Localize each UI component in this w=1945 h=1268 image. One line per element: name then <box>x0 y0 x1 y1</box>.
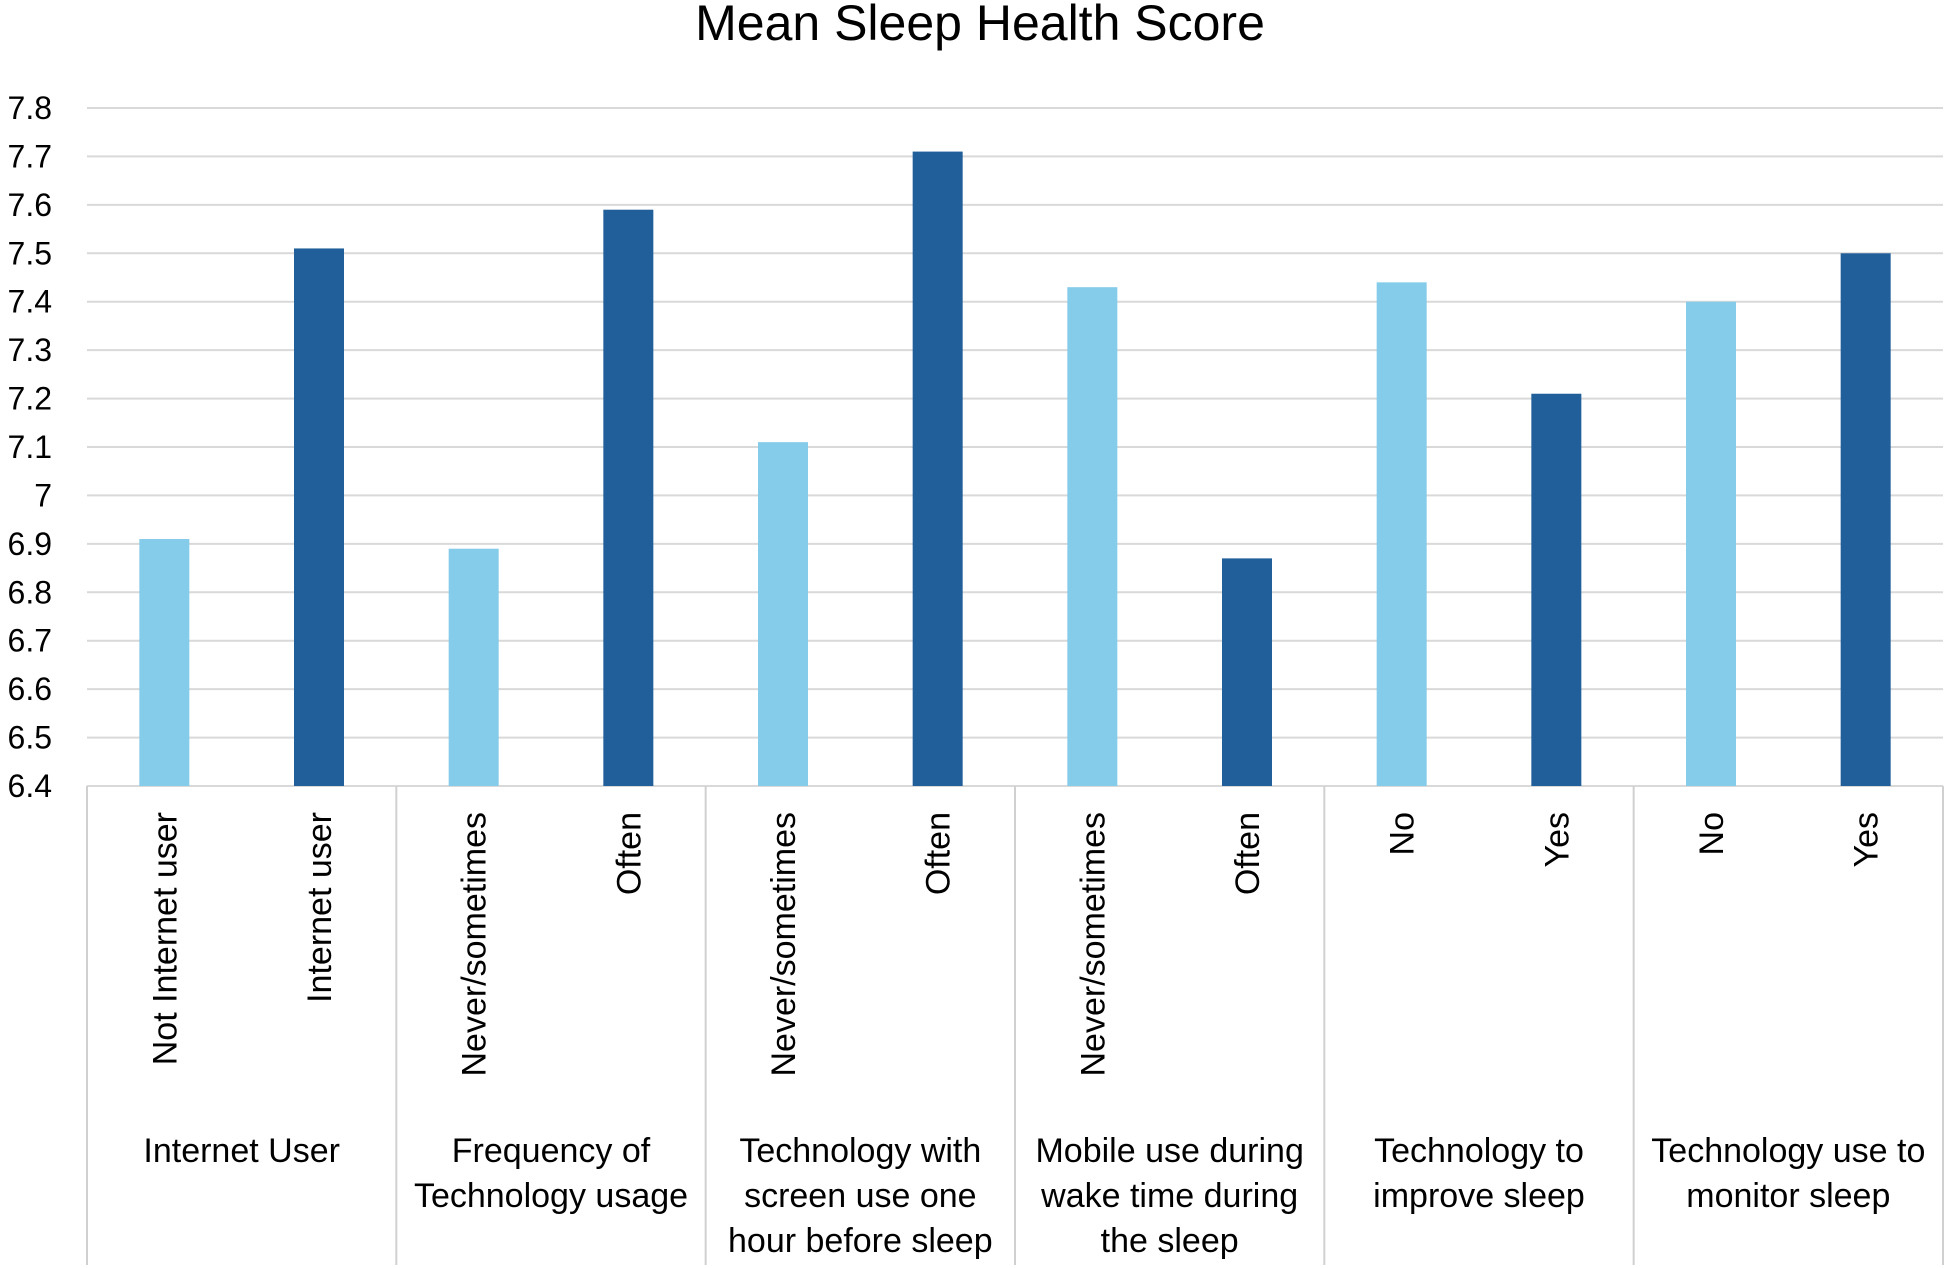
group-labels: Internet User Frequency of Technology usag… <box>143 1132 1925 1260</box>
group-label: hour before sleep <box>728 1222 993 1260</box>
bars <box>139 151 1891 787</box>
y-tick-label: 6.8 <box>8 574 52 610</box>
y-tick-label: 7.5 <box>8 235 52 271</box>
y-tick-label: 6.7 <box>8 623 52 659</box>
bar <box>1531 393 1582 786</box>
group-label: Mobile use during <box>1035 1132 1303 1170</box>
y-axis-ticks: 6.4 6.5 6.6 6.7 6.8 6.9 7 7.1 7.2 7.3 7.4 7.5 7.6 7.7… <box>8 90 52 804</box>
y-tick-label: 7.2 <box>8 381 52 417</box>
category-label: Often <box>920 812 958 895</box>
y-tick-label: 6.9 <box>8 526 52 562</box>
bar <box>603 209 654 786</box>
category-labels: Not Internet user Internet user Never/some… <box>146 812 1885 1077</box>
y-tick-label: 6.6 <box>8 671 52 707</box>
category-label: Often <box>610 812 648 895</box>
bar <box>1686 301 1736 786</box>
y-tick-label: 7.3 <box>8 332 52 368</box>
y-tick-label: 6.5 <box>8 720 52 756</box>
bar <box>758 442 808 786</box>
bar <box>1376 282 1427 786</box>
y-tick-label: 7.4 <box>8 284 52 320</box>
gridlines <box>87 107 1943 787</box>
group-label: improve sleep <box>1373 1177 1585 1215</box>
category-label: Internet user <box>301 812 339 1003</box>
bar <box>1067 287 1118 786</box>
y-tick-label: 7.7 <box>8 138 52 174</box>
y-tick-label: 7.6 <box>8 187 52 223</box>
group-label: the sleep <box>1101 1222 1239 1260</box>
y-tick-label: 6.4 <box>8 768 52 804</box>
group-label: Technology to <box>1374 1132 1584 1170</box>
y-tick-label: 7 <box>34 477 52 513</box>
group-label: Technology usage <box>414 1177 688 1215</box>
group-label: wake time during <box>1040 1177 1298 1215</box>
group-label: Frequency of <box>452 1132 651 1170</box>
group-label: screen use one <box>744 1177 977 1215</box>
group-label: monitor sleep <box>1686 1177 1890 1215</box>
chart-title: Mean Sleep Health Score <box>695 0 1265 51</box>
group-label: Internet User <box>143 1132 340 1170</box>
category-label: Yes <box>1538 812 1576 867</box>
group-label: Technology with <box>739 1132 981 1170</box>
bar <box>1222 558 1272 786</box>
group-label: Technology use to <box>1651 1132 1925 1170</box>
bar <box>1840 253 1891 787</box>
bar <box>448 548 499 786</box>
category-label: No <box>1384 812 1422 855</box>
bar <box>912 151 963 787</box>
category-label: Not Internet user <box>146 812 184 1065</box>
category-label: Never/sometimes <box>765 812 803 1077</box>
category-label: Never/sometimes <box>456 812 494 1077</box>
y-tick-label: 7.1 <box>8 429 52 465</box>
y-tick-label: 7.8 <box>8 90 52 126</box>
category-label: Often <box>1229 812 1267 895</box>
category-separators <box>86 786 1944 1265</box>
category-label: Yes <box>1848 812 1886 867</box>
bar <box>294 248 344 786</box>
bar <box>139 539 190 786</box>
category-label: Never/sometimes <box>1074 812 1112 1077</box>
category-label: No <box>1693 812 1731 855</box>
